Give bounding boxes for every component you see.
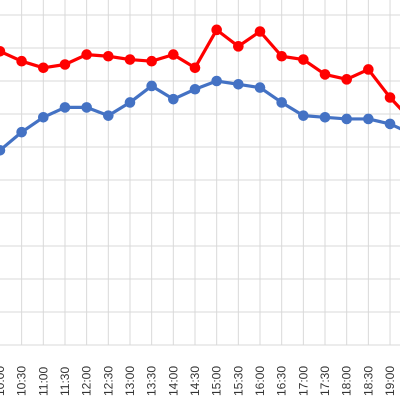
series-1 [0, 75, 400, 156]
x-tick-label: 13:30 [145, 366, 159, 396]
data-point [298, 110, 309, 121]
data-point [384, 92, 396, 103]
data-point [211, 24, 222, 36]
data-point [254, 82, 266, 93]
data-point [124, 97, 136, 108]
data-point [81, 102, 92, 113]
data-point [16, 55, 27, 67]
x-tick-label: 15:00 [210, 366, 224, 396]
data-point [146, 80, 157, 92]
data-point [254, 26, 266, 37]
x-tick-label: 10:30 [15, 366, 29, 396]
data-point [124, 54, 136, 65]
data-point [384, 118, 396, 130]
data-point [233, 79, 244, 90]
data-point [81, 49, 92, 60]
data-point [363, 113, 374, 125]
data-point [38, 112, 49, 123]
data-point [0, 145, 6, 156]
data-point [233, 41, 244, 52]
x-tick-label: 16:00 [253, 366, 267, 396]
x-tick-label: 11:00 [36, 367, 50, 396]
data-point [341, 74, 352, 85]
data-point [319, 69, 331, 80]
x-tick-label: 18:30 [361, 366, 375, 396]
data-point [298, 54, 309, 65]
data-point [211, 75, 222, 87]
data-point [59, 59, 71, 70]
series-0 [0, 24, 400, 111]
x-tick-label: 18:00 [340, 366, 354, 396]
data-point [189, 62, 201, 74]
x-tick-label: 12:30 [101, 366, 115, 396]
x-tick-label: 16:30 [275, 366, 289, 396]
x-tick-label: 17:00 [296, 366, 310, 396]
data-point [363, 64, 374, 75]
x-tick-label: 17:30 [318, 366, 332, 396]
series-line [0, 79, 400, 153]
series-layer [0, 24, 400, 156]
data-point [16, 126, 27, 138]
data-point [59, 102, 71, 113]
x-tick-label: 19:00 [383, 366, 397, 396]
data-point [276, 97, 287, 108]
data-point [38, 62, 49, 74]
x-tick-label: 14:30 [188, 366, 202, 396]
x-tick-label: 12:00 [80, 366, 94, 396]
x-tick-label: 13:00 [123, 366, 137, 396]
data-point [168, 49, 179, 60]
grid [0, 0, 400, 346]
data-point [276, 50, 287, 62]
data-point [0, 46, 6, 57]
data-point [103, 110, 114, 121]
data-point [146, 55, 157, 67]
data-point [189, 83, 201, 95]
data-point [341, 113, 352, 125]
data-point [319, 112, 331, 123]
x-tick-label: 11:30 [58, 367, 72, 396]
x-tick-label: 15:30 [231, 366, 245, 396]
x-axis-ticks: 10:00 10:30 11:00 11:30 12:00 12:30 13:00 13:30… [0, 366, 397, 396]
data-point [168, 93, 179, 105]
data-point [103, 50, 114, 62]
x-tick-label: 10:00 [0, 366, 7, 396]
x-tick-label: 14:00 [166, 366, 180, 396]
